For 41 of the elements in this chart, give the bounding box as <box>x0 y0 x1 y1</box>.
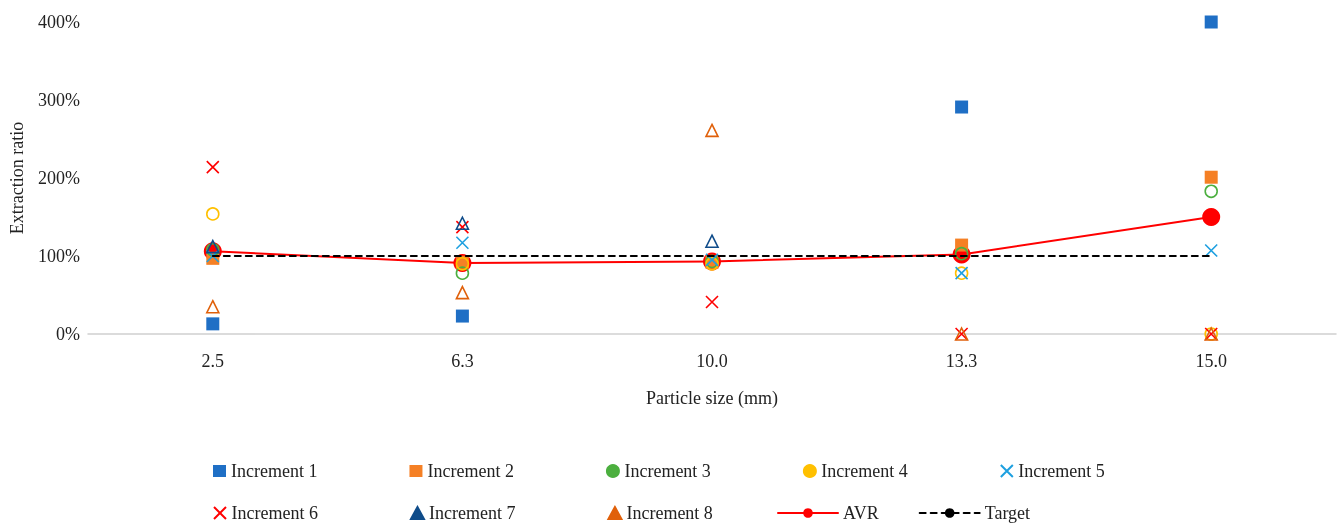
legend-label: Increment 7 <box>428 503 516 523</box>
point <box>1204 170 1218 184</box>
legend-label: Increment 6 <box>231 503 318 523</box>
point <box>206 160 220 174</box>
y-axis-title: Extraction ratio <box>7 121 27 235</box>
legend-label: Increment 1 <box>231 461 318 481</box>
point <box>705 295 719 309</box>
point <box>455 235 470 250</box>
x-tick-label: 10.0 <box>696 351 728 371</box>
point <box>1204 15 1218 29</box>
legend-label: Increment 3 <box>624 461 711 481</box>
legend-label: Increment 8 <box>626 503 713 523</box>
point <box>455 216 470 231</box>
point <box>455 309 469 323</box>
point <box>1202 208 1221 226</box>
point <box>1204 243 1218 258</box>
x-tick-label: 15.0 <box>1195 351 1227 371</box>
y-tick-label: 400% <box>38 12 80 32</box>
point <box>955 100 969 114</box>
legend-label: Increment 4 <box>821 461 908 481</box>
point <box>455 220 470 234</box>
point <box>206 299 220 314</box>
x-tick-label: 6.3 <box>451 351 474 371</box>
y-tick-label: 200% <box>38 168 80 188</box>
point <box>455 266 470 280</box>
legend-label: AVR <box>843 503 879 523</box>
x-tick-label: 2.5 <box>201 351 225 371</box>
y-tick-label: 300% <box>38 90 80 110</box>
legend-label: Target <box>984 503 1031 523</box>
point <box>705 234 719 248</box>
x-axis-title: Particle size (mm) <box>646 388 778 409</box>
y-tick-label: 0% <box>56 324 80 344</box>
y-tick-label: 100% <box>38 246 80 266</box>
point <box>455 285 470 300</box>
legend-label: Increment 2 <box>427 461 514 481</box>
x-tick-label: 13.3 <box>945 351 978 371</box>
point <box>206 317 220 331</box>
legend-label: Increment 5 <box>1018 461 1105 481</box>
point <box>1204 184 1218 199</box>
point <box>206 207 220 221</box>
point <box>705 123 719 138</box>
